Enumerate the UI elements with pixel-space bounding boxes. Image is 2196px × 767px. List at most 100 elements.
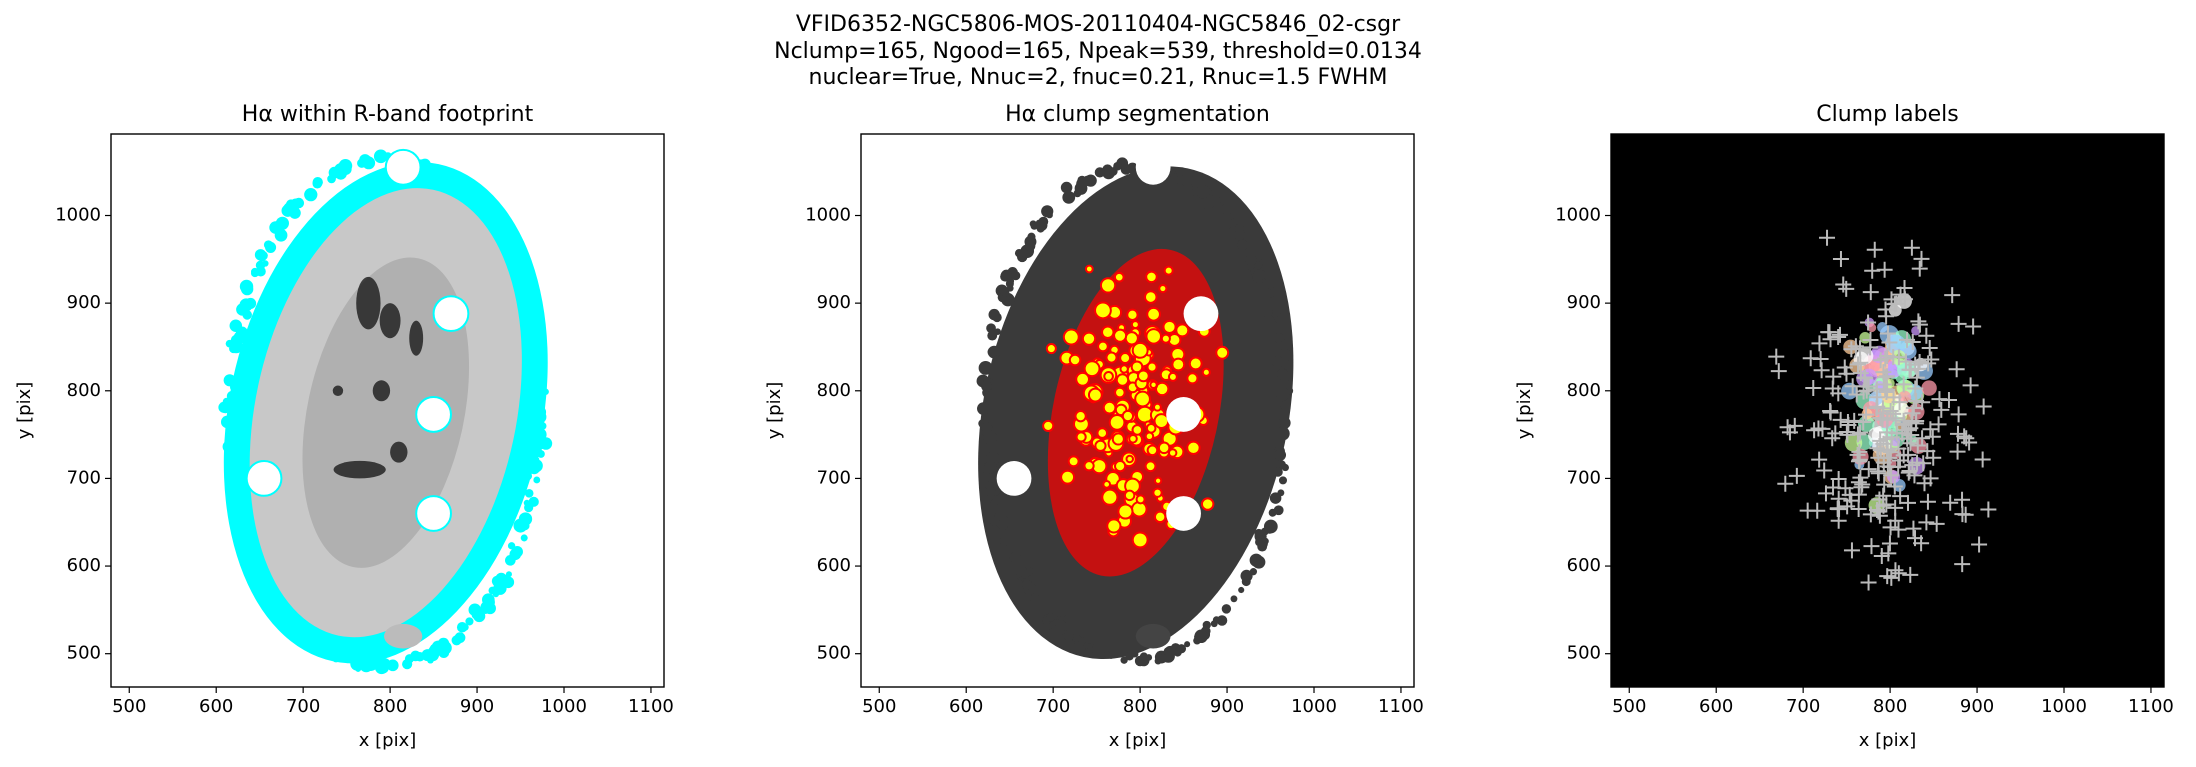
clump [1102,480,1112,489]
peak-marker [1879,568,1896,585]
x-tick-label: 600 [949,696,983,717]
clump [1131,341,1149,359]
blob [1135,623,1171,649]
clump [1126,308,1139,322]
y-tick-label: 1000 [1555,205,1601,226]
edge-noise [531,455,540,465]
edge-noise [978,360,993,375]
clump [1101,325,1115,340]
edge-noise [1063,630,1075,641]
edge-noise [465,617,474,626]
blob [384,623,423,649]
x-tick-label: 900 [1210,696,1244,717]
edge-noise [480,207,492,219]
edge-noise [1000,288,1010,297]
x-tick-label: 700 [286,696,320,717]
mask-hole [1135,149,1171,185]
edge-noise [236,303,249,316]
clump [1081,331,1097,346]
clump [1131,531,1149,549]
edge-noise [1278,476,1287,485]
peak-marker [1913,250,1930,267]
clump [1075,371,1091,387]
edge-noise [1216,615,1228,626]
edge-noise [1126,162,1139,175]
peak-marker [1923,351,1940,368]
y-tick-label: 700 [67,467,101,488]
clump [1146,361,1158,373]
edge-noise [981,422,993,433]
edge-noise [1190,174,1205,189]
clump [1136,369,1150,383]
peak-marker [1911,260,1928,277]
peak-marker [1954,491,1971,508]
peak-marker [1878,424,1895,441]
y-tick-label: 600 [817,555,851,576]
edge-noise [1235,223,1244,233]
edge-noise [233,432,241,440]
clump [1130,320,1140,330]
y-tick-label: 900 [67,292,101,313]
peak-marker [1914,430,1931,447]
clump [1200,497,1215,511]
edge-noise [257,564,267,575]
mask-hole [245,460,283,497]
edge-noise [220,415,234,429]
peak-marker [1883,291,1900,308]
clump [1114,386,1126,399]
peak-marker [1862,284,1879,301]
clump [1042,419,1055,432]
peak-marker [1950,315,1967,332]
axes-frame [1610,133,2165,688]
blob [390,441,408,463]
x-tick-label: 1100 [1378,696,1424,717]
edge-noise [1011,271,1021,281]
peak-marker [1899,494,1916,511]
clump [1153,476,1163,485]
edge-noise [304,188,318,202]
peak-marker [1860,461,1877,478]
edge-noise [538,422,547,430]
peak-marker [1812,351,1829,368]
edge-noise [1184,641,1191,648]
blob [333,460,386,479]
peak-marker [1866,241,1883,258]
edge-noise [1264,524,1275,534]
edge-noise [1268,508,1277,517]
peak-marker [1920,355,1937,372]
x-tick-label: 1000 [2041,696,2087,717]
edge-noise [1180,173,1194,187]
x-tick-label: 600 [199,696,233,717]
peak-marker [1958,430,1975,447]
blob [372,380,391,402]
clump [1186,440,1201,456]
edge-noise [981,380,992,392]
peak-marker [1902,566,1919,583]
edge-noise [992,312,1002,323]
edge-noise [1221,604,1232,614]
edge-noise [519,302,532,315]
peak-marker [1877,301,1894,318]
peak-marker [1975,398,1992,415]
edge-noise [373,149,388,164]
edge-noise [1094,167,1105,178]
clump [1146,306,1161,322]
edge-noise [984,461,997,474]
clump [1188,356,1203,371]
clump [1113,460,1127,473]
mask-hole [996,461,1032,496]
blob [356,276,381,330]
edge-noise [451,635,462,646]
y-tick-label: 1000 [55,205,101,226]
peak-marker [1810,420,1827,437]
clump [1215,345,1230,360]
peak-marker [1971,536,1988,553]
edge-noise [262,260,269,267]
edge-noise [242,513,253,524]
y-axis-label: y [pix] [14,382,35,440]
blob [409,320,424,356]
edge-noise [1154,657,1162,665]
peak-marker [1944,287,1961,304]
x-axis-label: x [pix] [1859,730,1917,751]
